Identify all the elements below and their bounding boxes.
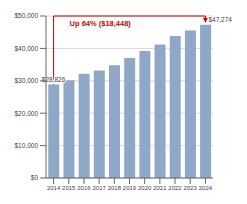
svg-text:2022: 2022 [168,185,182,191]
svg-text:2024: 2024 [199,185,213,191]
svg-text:2018: 2018 [108,185,122,191]
svg-text:2017: 2017 [92,185,106,191]
svg-text:$0: $0 [31,174,39,181]
svg-text:2019: 2019 [123,185,137,191]
svg-text:2015: 2015 [62,185,76,191]
svg-text:$47,274: $47,274 [208,16,232,23]
svg-text:$30,000: $30,000 [15,77,39,84]
svg-text:2016: 2016 [77,185,91,191]
svg-text:$50,000: $50,000 [15,12,39,19]
svg-text:$10,000: $10,000 [15,142,39,149]
svg-text:2020: 2020 [138,185,152,191]
svg-text:$40,000: $40,000 [15,45,39,52]
svg-text:2021: 2021 [153,185,167,191]
svg-text:2014: 2014 [47,185,61,191]
svg-text:$20,000: $20,000 [15,110,39,117]
svg-text:$28,826: $28,826 [42,76,66,83]
svg-text:Up 64% ($18,448): Up 64% ($18,448) [70,19,132,28]
svg-text:2023: 2023 [184,185,198,191]
